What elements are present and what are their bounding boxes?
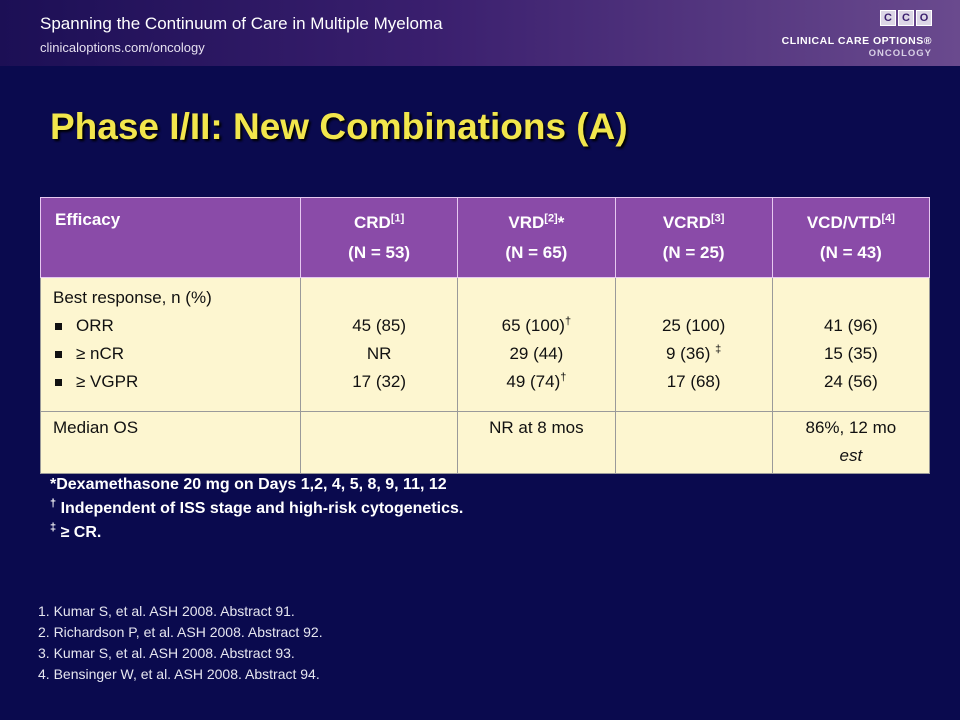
cell-value: 45 (85) bbox=[352, 316, 407, 335]
footnotes: *Dexamethasone 20 mg on Days 1,2, 4, 5, … bbox=[50, 473, 463, 545]
cell-value: 17 (32) bbox=[352, 372, 407, 391]
footnote-double-dagger: ‡ ≥ CR. bbox=[50, 521, 102, 541]
cell-value: 86%, 12 mo bbox=[805, 418, 897, 437]
col-n: (N = 53) bbox=[348, 242, 411, 262]
slide-title: Phase I/II: New Combinations (A) bbox=[50, 106, 628, 147]
cell-vcrd-os bbox=[614, 411, 773, 474]
cell-note: est bbox=[839, 446, 863, 465]
col-name: CRD bbox=[353, 212, 391, 232]
table-header-row: Efficacy CRD[1] (N = 53) VRD[2]* (N = 65… bbox=[40, 197, 931, 278]
col-n: (N = 65) bbox=[505, 242, 568, 262]
cell-vrd-os: NR at 8 mos bbox=[457, 411, 616, 474]
cell-vrd-response: 65 (100)† 29 (44) 49 (74)† bbox=[457, 277, 616, 412]
col-ref: [3] bbox=[710, 211, 725, 224]
bullet-ncr: ≥ nCR bbox=[53, 340, 299, 368]
bullet-label: ≥ VGPR bbox=[76, 372, 139, 391]
logo-letter: O bbox=[916, 10, 932, 26]
efficacy-table: Efficacy CRD[1] (N = 53) VRD[2]* (N = 65… bbox=[40, 197, 931, 474]
logo-text: CLINICAL CARE OPTIONS® bbox=[781, 35, 932, 47]
col-name: VRD bbox=[508, 212, 545, 232]
bullet-orr: ORR bbox=[53, 312, 299, 340]
header-vcd-vtd: VCD/VTD[4] (N = 43) bbox=[771, 197, 931, 278]
cell-value: 41 (96) bbox=[823, 316, 878, 335]
logo-letter: C bbox=[898, 10, 914, 26]
cell-vcrd-response: 25 (100) 9 (36) ‡ 17 (68) bbox=[614, 277, 773, 412]
square-bullet-icon bbox=[55, 350, 62, 358]
col-name: VCD/VTD bbox=[806, 212, 882, 232]
cell-value: 9 (36) ‡ bbox=[665, 343, 722, 363]
clinical-care-options-logo: C C O CLINICAL CARE OPTIONS® ONCOLOGY bbox=[772, 8, 932, 59]
col-n: (N = 43) bbox=[819, 242, 882, 262]
cell-value: 25 (100) bbox=[661, 316, 726, 335]
cell-vcd-vtd-os: 86%, 12 mo est bbox=[771, 411, 931, 474]
dagger-mark: † bbox=[560, 371, 567, 384]
col-ref: [2] bbox=[544, 211, 558, 224]
cell-value: NR bbox=[366, 344, 392, 363]
square-bullet-icon bbox=[55, 378, 62, 386]
cell-crd-os bbox=[299, 411, 459, 474]
double-dagger-mark: ‡ bbox=[715, 343, 722, 356]
bullet-vgpr: ≥ VGPR bbox=[53, 368, 299, 396]
references: 1. Kumar S, et al. ASH 2008. Abstract 91… bbox=[38, 601, 323, 685]
brand-url: clinicaloptions.com/oncology bbox=[40, 40, 205, 55]
col-mark: * bbox=[557, 212, 565, 232]
table-row-median-os: Median OS NR at 8 mos 86%, 12 mo est bbox=[40, 411, 931, 474]
square-bullet-icon bbox=[55, 322, 62, 330]
cell-vcd-vtd-response: 41 (96) 15 (35) 24 (56) bbox=[771, 277, 931, 412]
header-efficacy: Efficacy bbox=[40, 197, 301, 278]
row-label-median-os: Median OS bbox=[40, 411, 301, 474]
col-ref: [1] bbox=[390, 211, 405, 224]
cell-value: 17 (68) bbox=[666, 372, 721, 391]
header-vrd: VRD[2]* (N = 65) bbox=[457, 197, 616, 278]
table-row-best-response: Best response, n (%) ORR ≥ nCR ≥ VGPR 45… bbox=[40, 277, 931, 412]
header-crd: CRD[1] (N = 53) bbox=[299, 197, 459, 278]
logo-letter: C bbox=[880, 10, 896, 26]
col-name: VCRD bbox=[662, 212, 711, 232]
col-ref: [4] bbox=[881, 211, 895, 224]
dagger-mark: † bbox=[564, 315, 572, 328]
cell-value: 15 (35) bbox=[823, 344, 878, 363]
cell-value: 24 (56) bbox=[823, 372, 878, 391]
best-response-label: Best response, n (%) bbox=[53, 288, 212, 307]
logo-subtext: ONCOLOGY bbox=[868, 48, 932, 59]
reference-item: 4. Bensinger W, et al. ASH 2008. Abstrac… bbox=[38, 666, 320, 682]
reference-item: 2. Richardson P, et al. ASH 2008. Abstra… bbox=[38, 624, 323, 640]
bullet-label: ORR bbox=[76, 316, 114, 335]
cell-value: 29 (44) bbox=[509, 344, 564, 363]
footnote-dagger: † Independent of ISS stage and high-risk… bbox=[50, 497, 464, 517]
cell-crd-response: 45 (85) NR 17 (32) bbox=[299, 277, 459, 412]
bullet-label: ≥ nCR bbox=[76, 344, 125, 363]
cell-value: 49 (74)† bbox=[506, 371, 567, 391]
logo-mark: C C O bbox=[880, 10, 932, 26]
row-label-best-response: Best response, n (%) ORR ≥ nCR ≥ VGPR bbox=[40, 277, 301, 412]
header-bar: Spanning the Continuum of Care in Multip… bbox=[0, 0, 960, 66]
col-n: (N = 25) bbox=[662, 242, 725, 262]
footnote-dexamethasone: *Dexamethasone 20 mg on Days 1,2, 4, 5, … bbox=[50, 476, 447, 493]
header-vcrd: VCRD[3] (N = 25) bbox=[614, 197, 773, 278]
brand-title: Spanning the Continuum of Care in Multip… bbox=[40, 14, 443, 33]
reference-item: 3. Kumar S, et al. ASH 2008. Abstract 93… bbox=[38, 645, 295, 661]
reference-item: 1. Kumar S, et al. ASH 2008. Abstract 91… bbox=[38, 603, 295, 619]
cell-value: 65 (100)† bbox=[501, 315, 572, 335]
